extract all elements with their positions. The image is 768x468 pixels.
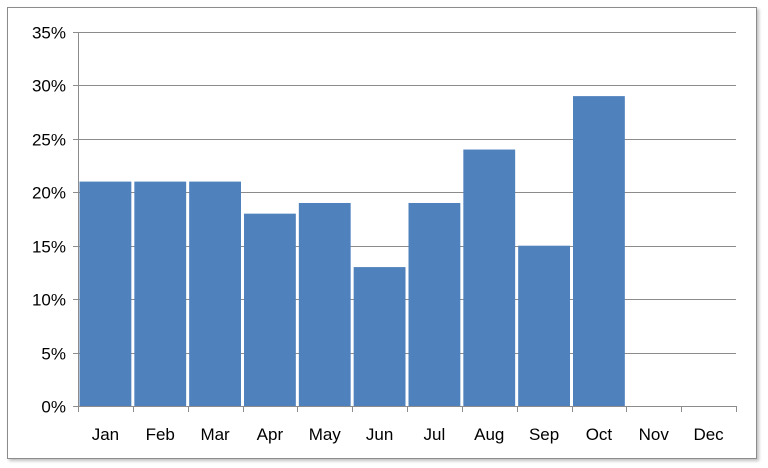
x-tick-label-jan: Jan bbox=[92, 425, 119, 444]
gridlines bbox=[78, 32, 736, 354]
y-tick-label: 10% bbox=[32, 291, 66, 310]
bars bbox=[79, 96, 625, 407]
bar-feb bbox=[134, 181, 187, 406]
x-tick-label-jun: Jun bbox=[366, 425, 393, 444]
bar-aug bbox=[463, 149, 516, 407]
y-tick-label: 15% bbox=[32, 238, 66, 257]
x-tick-label-apr: Apr bbox=[257, 425, 284, 444]
x-tick-label-sep: Sep bbox=[529, 425, 559, 444]
x-tick-label-feb: Feb bbox=[146, 425, 175, 444]
y-tick-label: 35% bbox=[32, 24, 66, 43]
bar-apr bbox=[244, 213, 296, 406]
x-tick-label-nov: Nov bbox=[639, 425, 670, 444]
x-tick-label-aug: Aug bbox=[474, 425, 504, 444]
x-tick-label-dec: Dec bbox=[693, 425, 724, 444]
axes bbox=[73, 32, 737, 412]
bar-mar bbox=[189, 181, 241, 406]
y-tick-label: 5% bbox=[41, 345, 66, 364]
x-tick-label-mar: Mar bbox=[200, 425, 230, 444]
y-tick-label: 30% bbox=[32, 77, 66, 96]
x-tick-label-may: May bbox=[309, 425, 342, 444]
bar-sep bbox=[518, 245, 570, 406]
bar-jun bbox=[353, 267, 406, 406]
y-tick-label: 20% bbox=[32, 184, 66, 203]
bar-jan bbox=[79, 181, 132, 406]
bar-may bbox=[298, 202, 351, 406]
bar-oct bbox=[573, 96, 625, 406]
bar-jul bbox=[408, 202, 461, 406]
y-tick-label: 25% bbox=[32, 131, 66, 150]
y-tick-label: 0% bbox=[41, 398, 66, 417]
y-tick-labels: 0% 5% 10% 15% 20% 25% 30% 35% bbox=[32, 24, 66, 417]
x-tick-label-oct: Oct bbox=[586, 425, 613, 444]
x-tick-labels: Jan Feb Mar Apr May Jun Jul Aug Sep Oct Nov Dec bbox=[92, 425, 724, 444]
x-tick-label-jul: Jul bbox=[424, 425, 446, 444]
